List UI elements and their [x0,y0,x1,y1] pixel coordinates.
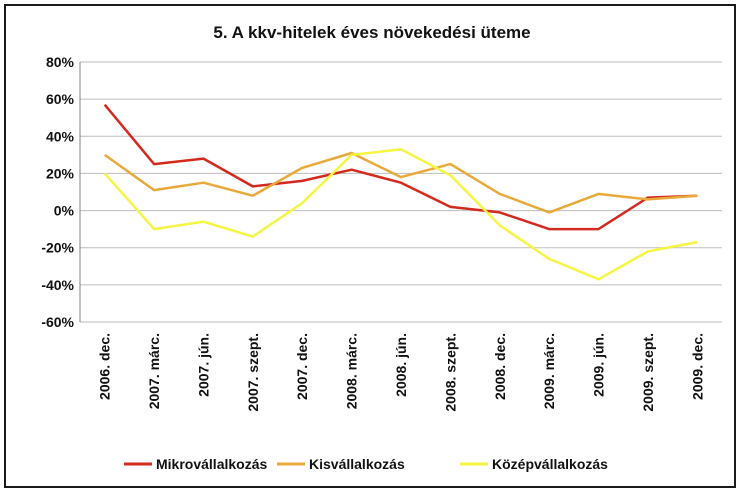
y-tick-label: -60% [41,314,74,330]
legend-label: Kisvállalkozás [309,456,405,472]
x-category-label: 2009. dec. [689,333,705,400]
legend: Mikrovállalkozás Kisvállalkozás Középválla… [124,456,608,472]
y-tick-label: 0% [54,203,75,219]
series-line-2 [103,151,698,214]
x-category-label: 2007. márc. [146,333,162,409]
y-tick-label: 20% [46,165,75,181]
y-tick-label: -20% [41,240,74,256]
x-category-label: 2007. dec. [294,333,310,400]
y-axis-ticks: -60% -40% -20% 0% 20% 40% 60% 80% [41,54,74,330]
grid-lines [80,61,722,323]
x-category-label: 2009. jún. [591,333,607,397]
x-category-label: 2008. jún. [393,333,409,397]
x-category-label: 2009. márc. [541,333,557,409]
chart-frame [4,4,736,488]
legend-label: Mikrovállalkozás [156,456,267,472]
y-tick-label: -40% [41,277,74,293]
x-category-label: 2007. jún. [195,333,211,397]
x-category-label: 2008. dec. [492,333,508,400]
series-line-1 [103,103,698,231]
series-lines [103,103,698,281]
x-category-label: 2007. szept. [245,333,261,412]
x-axis-categories: 2006. dec. 2007. márc. 2007. jún. 2007. sze… [97,333,706,412]
legend-label: Középvállalkozás [492,456,608,472]
x-category-label: 2009. szept. [640,333,656,412]
x-category-label: 2008. szept. [442,333,458,412]
y-tick-label: 80% [46,54,75,70]
chart-title: 5. A kkv-hitelek éves növekedési üteme [213,23,530,42]
y-tick-label: 60% [46,91,75,107]
series-line-3 [103,148,698,281]
y-tick-label: 40% [46,128,75,144]
x-category-label: 2006. dec. [97,333,113,400]
x-category-label: 2008. márc. [344,333,360,409]
